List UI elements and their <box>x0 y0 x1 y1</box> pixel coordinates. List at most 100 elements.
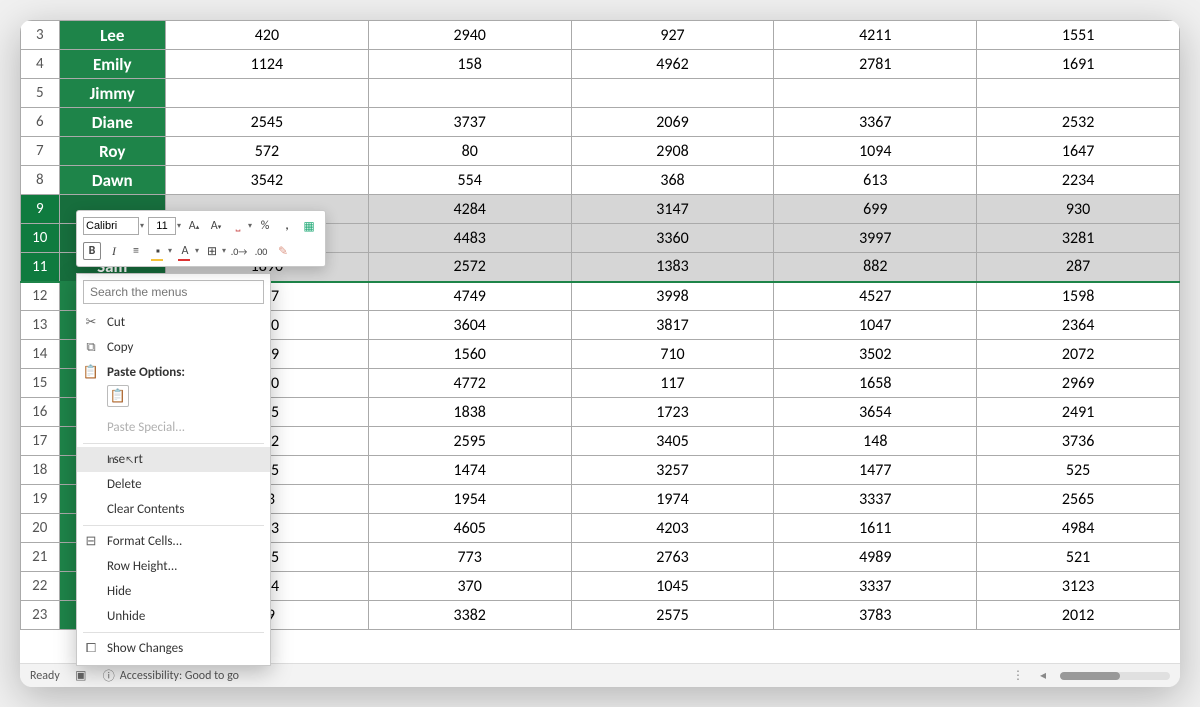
data-cell[interactable]: 699 <box>774 195 977 224</box>
data-cell[interactable]: 927 <box>571 21 774 50</box>
search-menus-input[interactable] <box>83 280 264 304</box>
row-header[interactable]: 20 <box>21 514 60 543</box>
data-cell[interactable]: 3123 <box>977 572 1180 601</box>
data-cell[interactable]: 1383 <box>571 253 774 282</box>
borders-icon[interactable]: ⊞ <box>203 242 221 260</box>
data-cell[interactable]: 2012 <box>977 601 1180 630</box>
data-cell[interactable]: 710 <box>571 340 774 369</box>
number-format-icon[interactable]: ⎵ <box>229 217 247 235</box>
menu-insert[interactable]: Inse↖rt <box>77 447 270 472</box>
data-cell[interactable]: 2969 <box>977 369 1180 398</box>
data-cell[interactable]: 1477 <box>774 456 977 485</box>
data-cell[interactable]: 148 <box>774 427 977 456</box>
font-name-select[interactable] <box>83 217 139 235</box>
data-cell[interactable]: 2532 <box>977 108 1180 137</box>
comma-icon[interactable]: , <box>278 217 296 235</box>
percent-icon[interactable]: % <box>256 217 274 235</box>
accessibility-status[interactable]: ⓘ Accessibility: Good to go <box>102 669 239 683</box>
macro-record-icon[interactable]: ▣ <box>74 669 88 683</box>
font-size-select[interactable] <box>148 217 176 235</box>
row-header[interactable]: 18 <box>21 456 60 485</box>
menu-format-cells[interactable]: ⊟ Format Cells... <box>77 529 270 554</box>
data-cell[interactable]: 4203 <box>571 514 774 543</box>
data-cell[interactable]: 2595 <box>368 427 571 456</box>
data-cell[interactable]: 2781 <box>774 50 977 79</box>
data-cell[interactable]: 4527 <box>774 282 977 311</box>
data-cell[interactable]: 1658 <box>774 369 977 398</box>
table-row[interactable]: 7Roy57280290810941647 <box>21 137 1180 166</box>
italic-button[interactable]: I <box>105 242 123 260</box>
data-cell[interactable]: 117 <box>571 369 774 398</box>
row-header[interactable]: 5 <box>21 79 60 108</box>
row-header[interactable]: 10 <box>21 224 60 253</box>
name-cell[interactable]: Dawn <box>59 166 165 195</box>
chevron-down-icon[interactable]: ▾ <box>140 221 144 231</box>
data-cell[interactable]: 2572 <box>368 253 571 282</box>
align-icon[interactable]: ≡ <box>127 242 145 260</box>
row-header[interactable]: 9 <box>21 195 60 224</box>
data-cell[interactable]: 3147 <box>571 195 774 224</box>
menu-hide[interactable]: Hide <box>77 579 270 604</box>
table-row[interactable]: 8Dawn35425543686132234 <box>21 166 1180 195</box>
horizontal-scrollbar[interactable] <box>1060 672 1170 680</box>
data-cell[interactable]: 3337 <box>774 572 977 601</box>
data-cell[interactable]: 3405 <box>571 427 774 456</box>
name-cell[interactable]: Jimmy <box>59 79 165 108</box>
row-header[interactable]: 3 <box>21 21 60 50</box>
data-cell[interactable]: 1551 <box>977 21 1180 50</box>
data-cell[interactable]: 158 <box>368 50 571 79</box>
increase-font-icon[interactable]: A▴ <box>185 217 203 235</box>
data-cell[interactable]: 3997 <box>774 224 977 253</box>
data-cell[interactable]: 2763 <box>571 543 774 572</box>
row-header[interactable]: 8 <box>21 166 60 195</box>
menu-paste-options[interactable]: 📋 Paste Options: <box>77 360 270 385</box>
data-cell[interactable] <box>166 79 369 108</box>
name-cell[interactable]: Roy <box>59 137 165 166</box>
data-cell[interactable]: 4989 <box>774 543 977 572</box>
data-cell[interactable]: 3654 <box>774 398 977 427</box>
menu-show-changes[interactable]: ⧠ Show Changes <box>77 636 270 661</box>
data-cell[interactable]: 1974 <box>571 485 774 514</box>
data-cell[interactable]: 3257 <box>571 456 774 485</box>
data-cell[interactable]: 4211 <box>774 21 977 50</box>
row-header[interactable]: 7 <box>21 137 60 166</box>
data-cell[interactable]: 572 <box>166 137 369 166</box>
data-cell[interactable]: 4962 <box>571 50 774 79</box>
data-cell[interactable]: 1124 <box>166 50 369 79</box>
data-cell[interactable]: 3542 <box>166 166 369 195</box>
menu-row-height[interactable]: Row Height... <box>77 554 270 579</box>
data-cell[interactable]: 4772 <box>368 369 571 398</box>
table-row[interactable]: 3Lee420294092742111551 <box>21 21 1180 50</box>
data-cell[interactable]: 2940 <box>368 21 571 50</box>
data-cell[interactable]: 3783 <box>774 601 977 630</box>
chevron-down-icon[interactable]: ▾ <box>195 246 199 256</box>
row-header[interactable]: 4 <box>21 50 60 79</box>
data-cell[interactable]: 3817 <box>571 311 774 340</box>
data-cell[interactable]: 3367 <box>774 108 977 137</box>
data-cell[interactable]: 4749 <box>368 282 571 311</box>
data-cell[interactable]: 1047 <box>774 311 977 340</box>
row-header[interactable]: 21 <box>21 543 60 572</box>
row-header[interactable]: 17 <box>21 427 60 456</box>
name-cell[interactable]: Diane <box>59 108 165 137</box>
data-cell[interactable]: 930 <box>977 195 1180 224</box>
data-cell[interactable]: 1838 <box>368 398 571 427</box>
data-cell[interactable]: 420 <box>166 21 369 50</box>
data-cell[interactable]: 1611 <box>774 514 977 543</box>
row-header[interactable]: 15 <box>21 369 60 398</box>
data-cell[interactable]: 287 <box>977 253 1180 282</box>
data-cell[interactable]: 1691 <box>977 50 1180 79</box>
menu-cut[interactable]: ✂ Cut <box>77 310 270 335</box>
row-header[interactable]: 23 <box>21 601 60 630</box>
data-cell[interactable]: 2575 <box>571 601 774 630</box>
decrease-font-icon[interactable]: A▾ <box>207 217 225 235</box>
data-cell[interactable]: 3502 <box>774 340 977 369</box>
data-cell[interactable]: 370 <box>368 572 571 601</box>
row-header[interactable]: 16 <box>21 398 60 427</box>
data-cell[interactable]: 3382 <box>368 601 571 630</box>
decrease-decimal-icon[interactable]: .00 <box>252 242 270 260</box>
row-header[interactable]: 14 <box>21 340 60 369</box>
data-cell[interactable]: 4984 <box>977 514 1180 543</box>
data-cell[interactable] <box>571 79 774 108</box>
menu-clear-contents[interactable]: Clear Contents <box>77 497 270 522</box>
